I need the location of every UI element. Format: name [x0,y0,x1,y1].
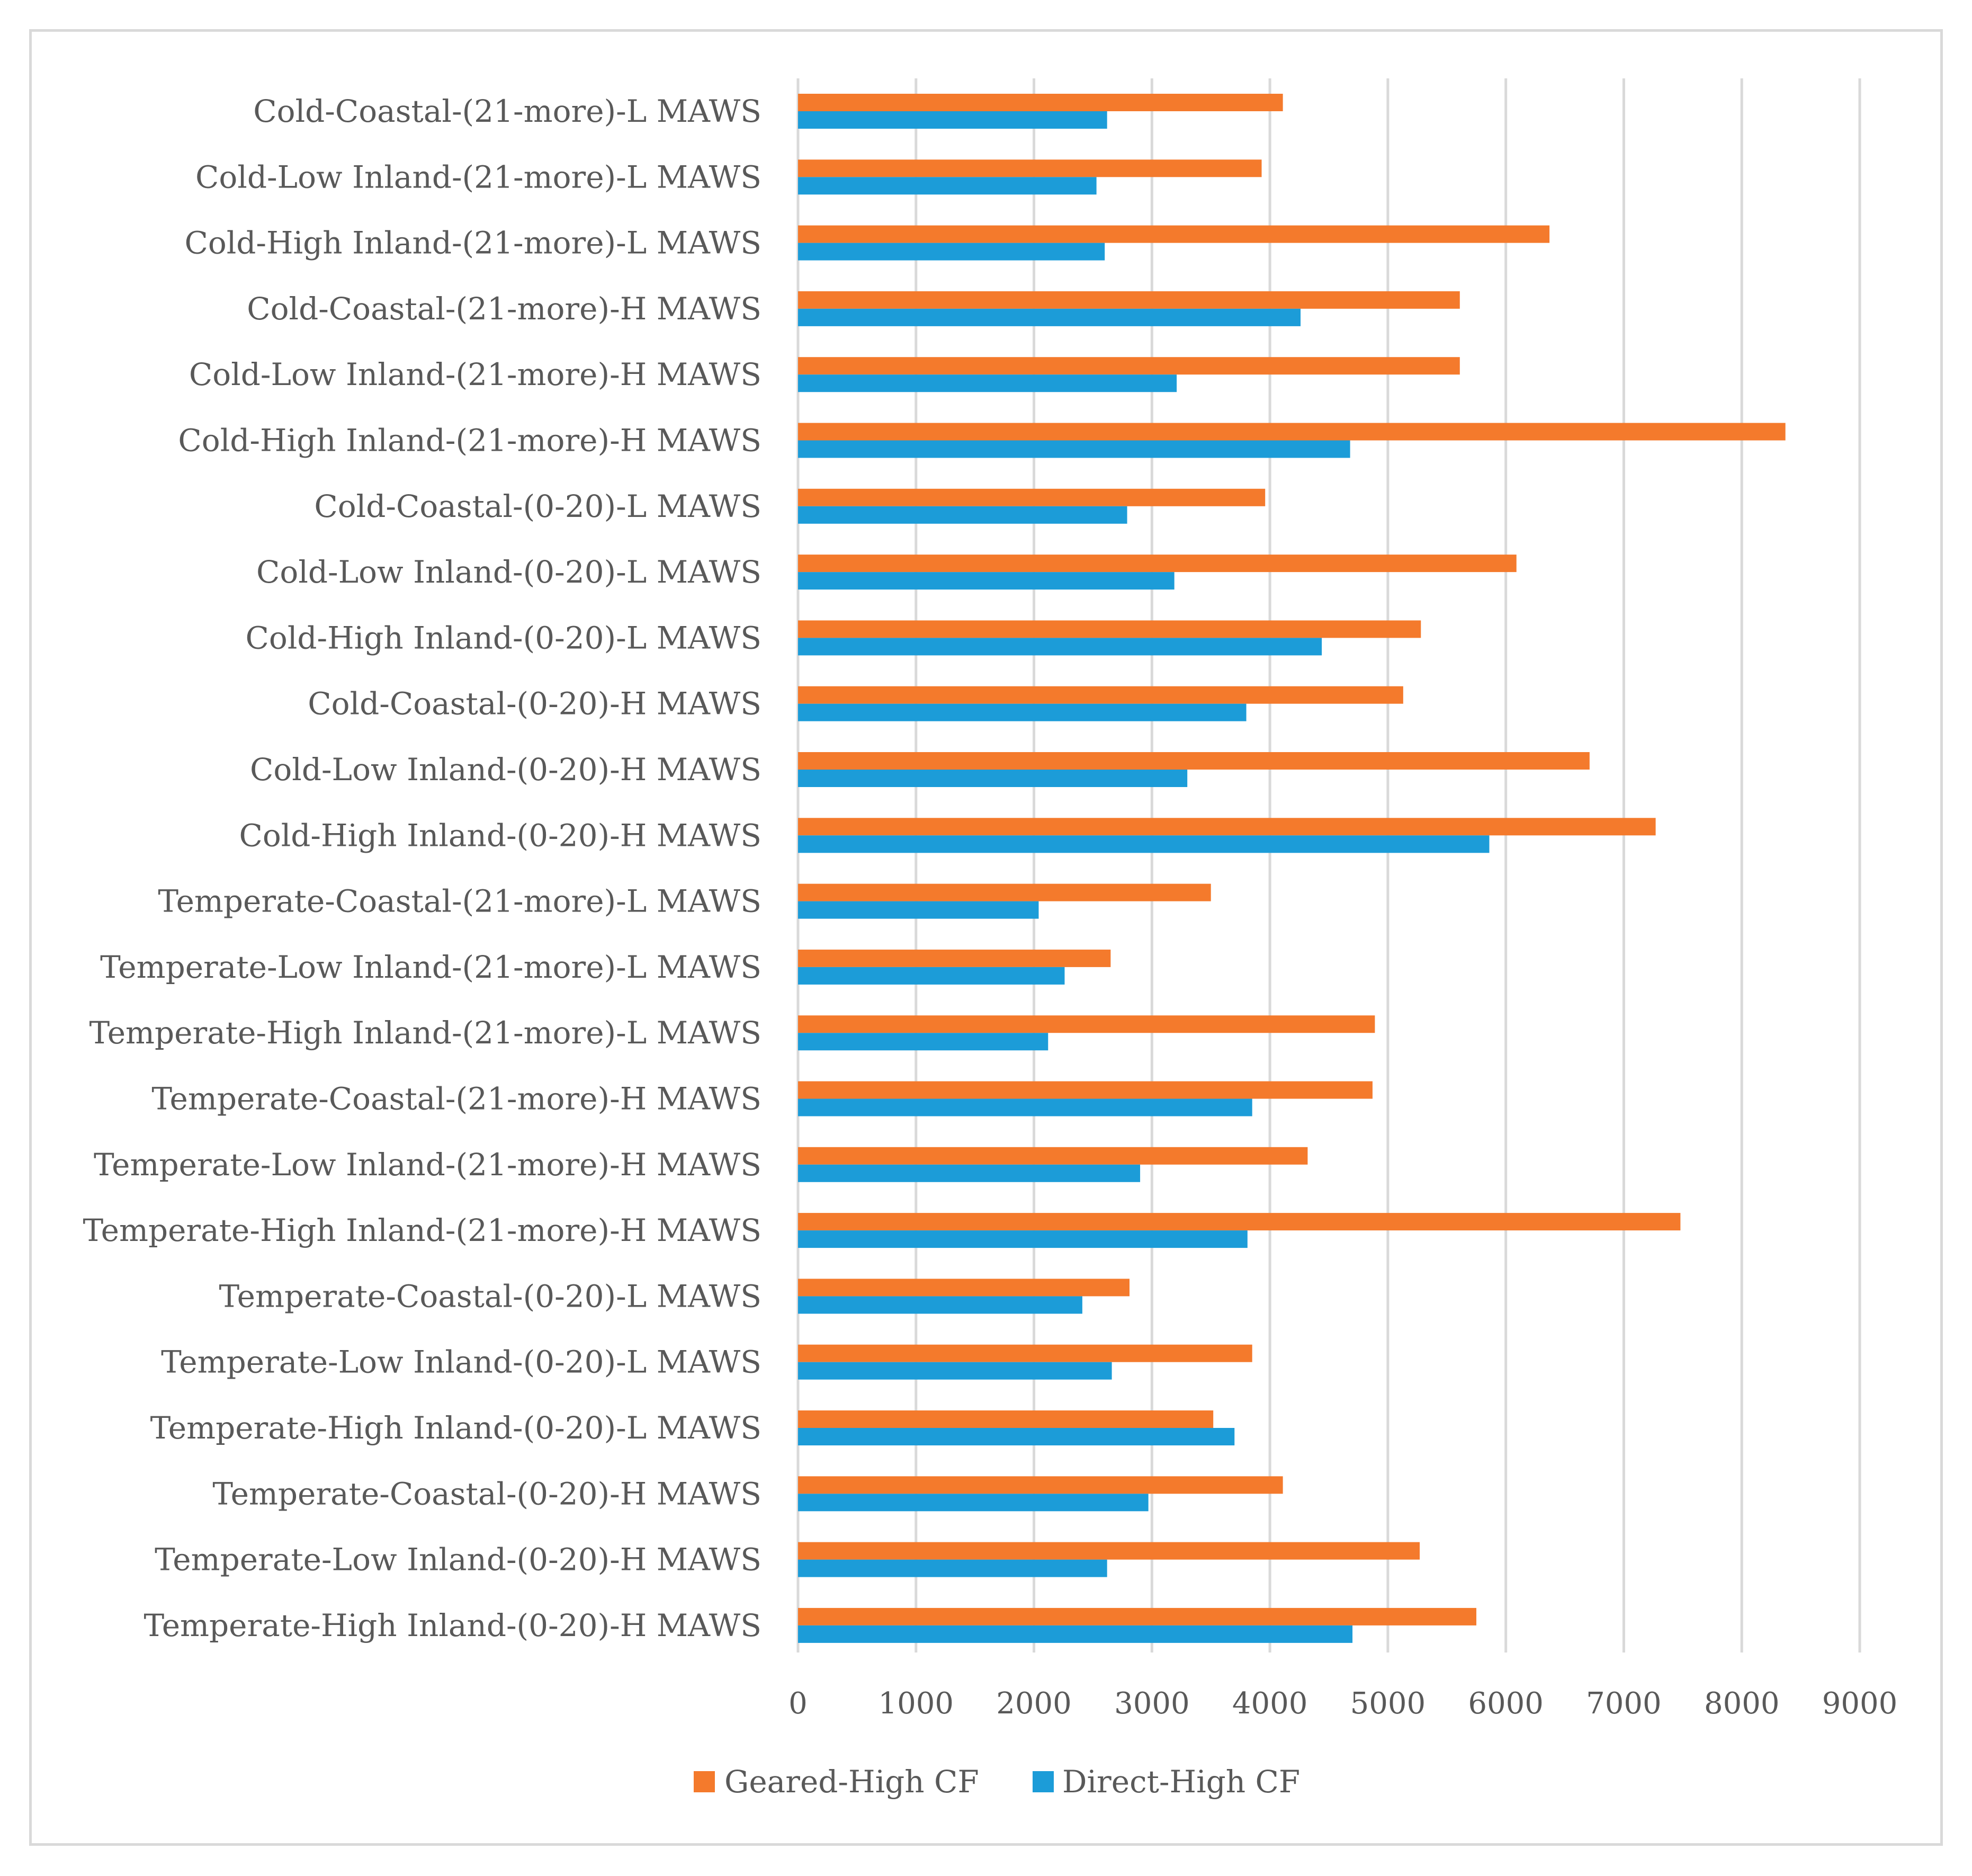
category-label: Cold-High Inland-(0-20)-H MAWS [239,817,761,853]
bars [798,94,1786,1643]
bar-direct-high-cf [798,1164,1141,1182]
bar-geared-high-cf [798,752,1590,770]
legend-direct-high-cf-swatch [1033,1771,1054,1792]
bar-geared-high-cf [798,1476,1283,1494]
bar-direct-high-cf [798,572,1175,590]
category-label: Temperate-Coastal-(0-20)-H MAWS [212,1476,761,1512]
bar-geared-high-cf [798,555,1517,573]
legend-geared-high-cf-swatch [694,1771,715,1792]
bar-direct-high-cf [798,1033,1048,1051]
bar-geared-high-cf [798,1542,1420,1560]
bar-geared-high-cf [798,488,1266,506]
bar-direct-high-cf [798,1296,1082,1314]
bar-direct-high-cf [798,243,1105,261]
category-label: Cold-Coastal-(21-more)-L MAWS [253,93,761,129]
category-label: Cold-Coastal-(21-more)-H MAWS [247,291,761,327]
category-label: Temperate-High Inland-(0-20)-L MAWS [150,1410,761,1446]
bar-geared-high-cf [798,949,1111,967]
bar-direct-high-cf [798,111,1107,129]
bar-direct-high-cf [798,506,1127,524]
category-labels: Cold-Coastal-(21-more)-L MAWS Cold-Low In… [83,93,761,1643]
bar-direct-high-cf [798,1559,1107,1577]
category-label: Temperate-Coastal-(21-more)-H MAWS [151,1081,761,1117]
category-label: Temperate-High Inland-(21-more)-L MAWS [89,1015,761,1051]
category-label: Temperate-Coastal-(0-20)-L MAWS [219,1278,761,1314]
category-label: Cold-High Inland-(21-more)-H MAWS [178,423,761,459]
x-tick-labels: 0 1000 2000 3000 4000 5000 6000 7000 8000 9000 [788,1686,1897,1721]
x-tick-label: 4000 [1232,1686,1308,1721]
x-tick-label: 9000 [1822,1686,1898,1721]
category-label: Cold-High Inland-(0-20)-L MAWS [246,620,761,656]
bar-geared-high-cf [798,1081,1373,1099]
bar-geared-high-cf [798,818,1656,836]
category-label: Cold-High Inland-(21-more)-L MAWS [184,225,761,261]
category-label: Temperate-High Inland-(21-more)-H MAWS [83,1212,761,1248]
bar-geared-high-cf [798,1147,1308,1165]
bar-geared-high-cf [798,620,1421,638]
x-tick-label: 3000 [1114,1686,1190,1721]
bar-geared-high-cf [798,357,1460,375]
bar-geared-high-cf [798,1410,1214,1428]
bar-geared-high-cf [798,1015,1375,1033]
bar-direct-high-cf [798,1230,1248,1248]
legend-geared-high-cf-label: Geared-High CF [724,1764,979,1800]
bar-direct-high-cf [798,835,1490,853]
category-label: Cold-Coastal-(0-20)-H MAWS [308,686,761,722]
category-label: Temperate-Coastal-(21-more)-L MAWS [158,883,761,919]
legend-direct-high-cf-label: Direct-High CF [1062,1764,1300,1800]
bar-geared-high-cf [798,291,1460,309]
bar-direct-high-cf [798,967,1065,985]
grid-lines [796,78,1861,1652]
x-tick-label: 8000 [1704,1686,1780,1721]
legend: Geared-High CF Direct-High CF [694,1764,1300,1800]
bar-direct-high-cf [798,308,1301,326]
x-tick-label: 1000 [879,1686,954,1721]
category-label: Temperate-Low Inland-(21-more)-L MAWS [100,949,761,985]
bar-direct-high-cf [798,440,1350,458]
bar-geared-high-cf [798,1344,1252,1362]
bar-geared-high-cf [798,1279,1130,1297]
category-label: Cold-Low Inland-(21-more)-H MAWS [189,356,761,392]
x-tick-label: 5000 [1350,1686,1426,1721]
bar-direct-high-cf [798,1098,1252,1116]
bar-direct-high-cf [798,1625,1353,1643]
bar-direct-high-cf [798,1362,1112,1380]
x-tick-label: 6000 [1468,1686,1544,1721]
bar-geared-high-cf [798,94,1283,111]
category-label: Temperate-Low Inland-(21-more)-H MAWS [94,1147,761,1183]
bar-direct-high-cf [798,901,1039,919]
x-tick-label: 7000 [1586,1686,1662,1721]
category-label: Cold-Low Inland-(0-20)-H MAWS [250,752,761,788]
bar-geared-high-cf [798,686,1403,704]
bar-geared-high-cf [798,883,1211,901]
bar-direct-high-cf [798,703,1247,721]
x-tick-label: 0 [788,1686,808,1721]
category-label: Cold-Low Inland-(0-20)-L MAWS [256,554,761,590]
bar-direct-high-cf [798,638,1322,656]
category-label: Cold-Coastal-(0-20)-L MAWS [314,488,761,524]
bar-geared-high-cf [798,159,1262,177]
bar-direct-high-cf [798,770,1188,787]
bar-direct-high-cf [798,374,1177,392]
bar-geared-high-cf [798,423,1786,441]
bar-direct-high-cf [798,177,1097,195]
category-label: Temperate-Low Inland-(0-20)-L MAWS [161,1344,761,1380]
category-label: Temperate-Low Inland-(0-20)-H MAWS [155,1542,761,1578]
bar-direct-high-cf [798,1428,1235,1445]
category-label: Temperate-High Inland-(0-20)-H MAWS [144,1607,761,1643]
x-tick-label: 2000 [996,1686,1072,1721]
bar-direct-high-cf [798,1494,1149,1512]
bar-geared-high-cf [798,1607,1476,1625]
category-label: Cold-Low Inland-(21-more)-L MAWS [195,159,761,195]
bar-geared-high-cf [798,1213,1681,1231]
bar-geared-high-cf [798,225,1550,243]
